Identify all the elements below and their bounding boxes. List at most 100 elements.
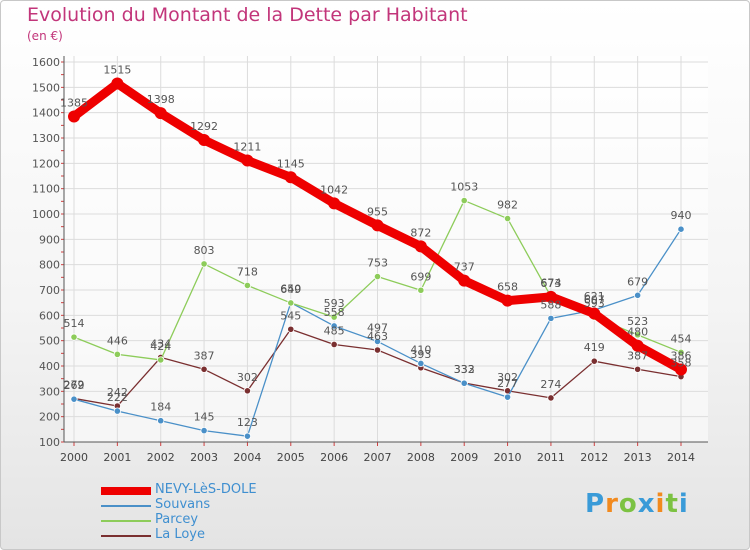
data-point [111, 77, 124, 90]
data-point [243, 281, 252, 290]
data-point [634, 331, 642, 339]
data-point [503, 393, 512, 401]
data-point [675, 363, 687, 376]
data-point [590, 357, 598, 365]
data-label: 410 [410, 343, 431, 356]
data-label: 463 [367, 330, 388, 343]
data-point [328, 197, 341, 210]
data-label: 955 [367, 205, 388, 218]
data-point [631, 339, 644, 352]
data-point [460, 379, 468, 387]
data-label: 242 [107, 386, 128, 399]
data-label: 1385 [60, 96, 88, 109]
data-label: 558 [324, 306, 345, 319]
y-tick-label: 1000 [32, 208, 60, 221]
data-point [460, 196, 468, 205]
y-tick-label: 500 [39, 335, 60, 348]
data-point [70, 395, 78, 403]
chart-subtitle: (en €) [27, 29, 63, 43]
data-label: 940 [671, 209, 692, 222]
data-label: 679 [627, 275, 648, 288]
y-tick-label: 300 [39, 385, 60, 398]
data-label: 454 [671, 332, 692, 345]
x-tick-label: 2007 [364, 451, 392, 464]
data-point [634, 291, 642, 299]
data-label: 277 [497, 377, 518, 390]
data-point [284, 171, 297, 184]
data-point [243, 432, 252, 440]
x-tick-label: 2001 [103, 451, 131, 464]
data-point [503, 214, 512, 223]
x-tick-label: 2012 [580, 451, 608, 464]
logo-letter: i [655, 489, 666, 519]
data-point [200, 260, 208, 268]
legend-label: NEVY-LèS-DOLE [155, 482, 257, 497]
data-label: 737 [454, 261, 475, 274]
data-label: 302 [497, 371, 518, 384]
data-label: 1053 [450, 181, 478, 194]
logo-letter: x [637, 489, 656, 519]
y-tick-label: 900 [39, 233, 60, 246]
data-label: 387 [627, 349, 648, 362]
data-point [330, 340, 338, 349]
y-tick-label: 200 [39, 411, 60, 424]
data-point [417, 359, 425, 368]
y-tick-label: 1300 [32, 132, 60, 145]
data-point [200, 426, 208, 435]
data-label: 1145 [277, 157, 305, 170]
data-label: 673 [540, 277, 561, 290]
data-label: 658 [497, 281, 518, 294]
data-label: 1515 [103, 64, 131, 77]
data-label: 386 [671, 350, 692, 363]
data-label: 222 [107, 391, 128, 404]
data-label: 674 [540, 277, 561, 290]
data-point [417, 286, 425, 294]
data-label: 480 [627, 326, 648, 339]
data-point [634, 365, 642, 373]
data-label: 1211 [233, 141, 261, 154]
data-label: 332 [454, 363, 475, 376]
data-point [113, 350, 121, 358]
data-label: 593 [584, 297, 605, 310]
data-label: 588 [540, 298, 561, 311]
data-label: 1292 [190, 120, 218, 133]
x-tick-label: 2014 [667, 451, 695, 464]
data-point [243, 387, 252, 395]
logo-letter: t [665, 489, 679, 519]
data-point [287, 325, 295, 333]
chart-title: Evolution du Montant de la Dette par Hab… [27, 4, 468, 26]
x-tick-label: 2010 [494, 451, 522, 464]
data-point [330, 322, 338, 330]
x-tick-label: 2006 [320, 451, 348, 464]
data-label: 485 [324, 324, 345, 337]
legend-swatch [101, 487, 151, 495]
data-label: 446 [107, 334, 128, 347]
data-label: 607 [584, 294, 605, 307]
x-tick-label: 2008 [407, 451, 435, 464]
data-label: 872 [410, 226, 431, 239]
data-label: 302 [237, 371, 258, 384]
data-label: 387 [194, 349, 215, 362]
data-point [677, 225, 685, 233]
data-point [241, 154, 254, 167]
data-point [501, 294, 514, 307]
data-point [547, 394, 555, 402]
y-tick-label: 800 [39, 259, 60, 272]
data-point [154, 107, 167, 120]
data-label: 393 [410, 348, 431, 361]
data-label: 1042 [320, 183, 348, 196]
data-point [198, 134, 211, 147]
data-point [371, 219, 384, 232]
legend-swatch [101, 505, 151, 507]
data-label: 184 [150, 401, 171, 414]
data-point [547, 314, 555, 322]
x-tick-label: 2004 [233, 451, 261, 464]
x-tick-label: 2003 [190, 451, 218, 464]
data-label: 1398 [147, 93, 175, 106]
x-tick-label: 2000 [60, 451, 88, 464]
data-label: 753 [367, 257, 388, 270]
data-label: 982 [497, 199, 518, 212]
data-label: 145 [194, 411, 215, 424]
